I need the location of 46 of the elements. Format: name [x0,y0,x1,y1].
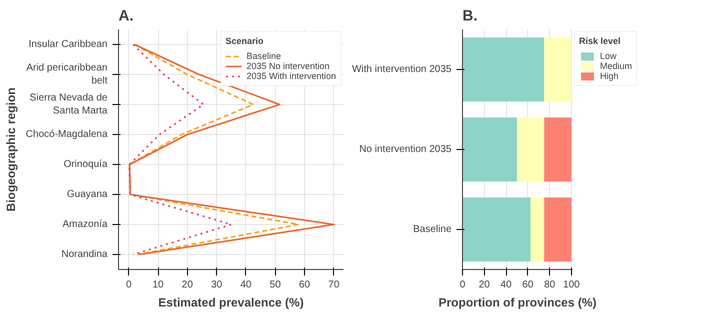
y-tick-label: Sierra Nevada de Santa Marta [30,92,108,117]
legend-label: Baseline [246,51,281,61]
y-tick-label: Amazonía [62,219,108,230]
bar [462,198,531,262]
x-tick-label: 40 [500,280,512,290]
legend-label: 2035 No intervention [246,61,330,71]
bar [462,118,517,182]
bar [516,118,544,182]
legend-title: Scenario [225,36,264,46]
x-tick-label: 40 [240,280,252,290]
chart-title: A. [118,8,134,24]
x-axis-title: Estimated prevalence (%) [158,296,304,310]
y-tick-label: Orinoquía [64,159,108,170]
bar [462,38,544,102]
x-tick-label: 70 [328,280,340,290]
x-tick-label: 30 [211,280,223,290]
x-tick-label: 0 [460,280,466,290]
x-tick-label: 100 [563,280,580,290]
y-tick-label: Guayana [66,189,108,200]
legend-label: High [600,71,620,81]
x-tick-label: 80 [544,280,556,290]
bar [544,38,572,102]
x-tick-label: 10 [152,280,164,290]
y-axis-title: Biogeographic region [4,87,18,212]
chart-title: B. [462,8,478,24]
bar [530,198,544,262]
x-tick-label: 20 [182,280,194,290]
y-tick-label: Insular Caribbean [28,39,108,50]
x-tick-label: 60 [522,280,534,290]
x-tick-label: 50 [270,280,282,290]
y-tick-label: No intervention 2035 [359,144,452,155]
x-tick-label: 0 [126,280,132,290]
bar [544,118,572,182]
legend-title: Risk level [579,36,622,46]
x-axis-title: Proportion of provinces (%) [438,296,597,310]
y-tick-label: Baseline [413,224,452,235]
y-tick-label: Arid pericaribbean belt [26,62,108,87]
y-tick-label: With intervention 2035 [352,64,452,75]
legend-label: Low [600,51,618,61]
bar [544,198,572,262]
y-tick-label: Norandina [61,249,108,260]
legend-label: Medium [600,61,632,71]
x-tick-label: 60 [298,280,311,290]
y-tick-label: Chocó-Magdalena [26,129,108,140]
x-tick-label: 20 [478,280,490,290]
legend-label: 2035 With intervention [246,71,336,81]
